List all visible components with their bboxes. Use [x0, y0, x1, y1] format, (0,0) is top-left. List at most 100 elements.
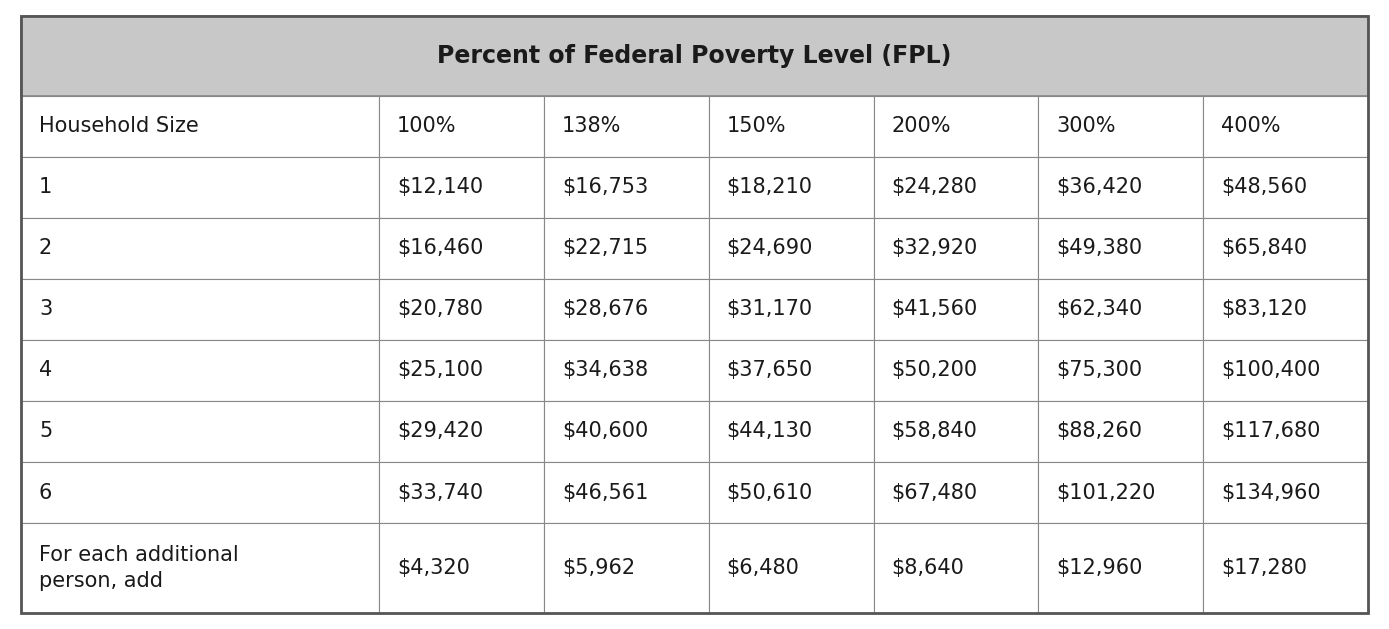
Bar [21, 340, 379, 401]
Text: $12,960: $12,960 [1057, 558, 1143, 578]
Bar [1203, 218, 1368, 279]
Text: $34,638: $34,638 [563, 360, 649, 381]
Bar [379, 279, 544, 340]
Bar [1203, 523, 1368, 613]
Bar [874, 462, 1039, 523]
Bar [1039, 523, 1203, 613]
Text: 400%: 400% [1221, 116, 1281, 136]
Text: $65,840: $65,840 [1221, 238, 1307, 259]
Text: $18,210: $18,210 [726, 177, 813, 197]
Text: 150%: 150% [726, 116, 786, 136]
Bar [21, 157, 379, 218]
Bar [1203, 340, 1368, 401]
Text: $8,640: $8,640 [892, 558, 964, 578]
Bar [379, 523, 544, 613]
Text: $75,300: $75,300 [1057, 360, 1143, 381]
Bar [874, 157, 1039, 218]
Text: $37,650: $37,650 [726, 360, 813, 381]
Text: $134,960: $134,960 [1221, 482, 1321, 503]
Text: For each additional
person, add: For each additional person, add [39, 545, 239, 591]
Bar [874, 96, 1039, 157]
Bar [1039, 157, 1203, 218]
Bar [1203, 157, 1368, 218]
Text: 5: 5 [39, 421, 53, 442]
Text: $20,780: $20,780 [397, 299, 483, 320]
Bar [708, 96, 874, 157]
Bar [544, 218, 708, 279]
Bar [379, 96, 544, 157]
Bar [708, 279, 874, 340]
Text: $101,220: $101,220 [1057, 482, 1156, 503]
Text: 3: 3 [39, 299, 53, 320]
Text: $67,480: $67,480 [892, 482, 978, 503]
Text: $50,610: $50,610 [726, 482, 813, 503]
Bar [708, 462, 874, 523]
Bar [379, 401, 544, 462]
Bar [1039, 218, 1203, 279]
Bar [1203, 279, 1368, 340]
Text: $31,170: $31,170 [726, 299, 813, 320]
Text: $5,962: $5,962 [563, 558, 635, 578]
Bar [544, 157, 708, 218]
Text: 138%: 138% [563, 116, 621, 136]
Text: $62,340: $62,340 [1057, 299, 1143, 320]
Text: $49,380: $49,380 [1057, 238, 1143, 259]
Bar [544, 96, 708, 157]
Bar [708, 218, 874, 279]
Bar [708, 523, 874, 613]
Text: $22,715: $22,715 [563, 238, 649, 259]
Text: $12,140: $12,140 [397, 177, 483, 197]
Text: $24,280: $24,280 [892, 177, 978, 197]
Bar [21, 16, 1368, 96]
Bar [708, 401, 874, 462]
Bar [21, 218, 379, 279]
Bar [21, 279, 379, 340]
Bar [1039, 462, 1203, 523]
Bar [21, 96, 379, 157]
Bar [544, 401, 708, 462]
Text: $4,320: $4,320 [397, 558, 469, 578]
Text: 6: 6 [39, 482, 53, 503]
Text: $24,690: $24,690 [726, 238, 813, 259]
Bar [379, 218, 544, 279]
Bar [874, 279, 1039, 340]
Bar [1203, 401, 1368, 462]
Text: $58,840: $58,840 [892, 421, 978, 442]
Bar [708, 157, 874, 218]
Text: Percent of Federal Poverty Level (FPL): Percent of Federal Poverty Level (FPL) [438, 43, 951, 68]
Text: 1: 1 [39, 177, 53, 197]
Text: $100,400: $100,400 [1221, 360, 1321, 381]
Bar [379, 157, 544, 218]
Text: $16,460: $16,460 [397, 238, 483, 259]
Text: $48,560: $48,560 [1221, 177, 1307, 197]
Text: $16,753: $16,753 [563, 177, 649, 197]
Text: $36,420: $36,420 [1057, 177, 1143, 197]
Bar [874, 401, 1039, 462]
Bar [1203, 96, 1368, 157]
Bar [1039, 96, 1203, 157]
Text: $40,600: $40,600 [563, 421, 649, 442]
Bar [1039, 279, 1203, 340]
Bar [544, 462, 708, 523]
Bar [1039, 340, 1203, 401]
Bar [379, 340, 544, 401]
Bar [544, 279, 708, 340]
Text: 2: 2 [39, 238, 53, 259]
Bar [874, 340, 1039, 401]
Text: 200%: 200% [892, 116, 951, 136]
Text: $32,920: $32,920 [892, 238, 978, 259]
Bar [874, 218, 1039, 279]
Text: $83,120: $83,120 [1221, 299, 1307, 320]
Text: $28,676: $28,676 [563, 299, 649, 320]
Text: $88,260: $88,260 [1057, 421, 1143, 442]
Text: $17,280: $17,280 [1221, 558, 1307, 578]
Text: 4: 4 [39, 360, 53, 381]
Text: 100%: 100% [397, 116, 457, 136]
Bar [544, 340, 708, 401]
Text: 300%: 300% [1057, 116, 1115, 136]
Bar [21, 462, 379, 523]
Text: $29,420: $29,420 [397, 421, 483, 442]
Text: Household Size: Household Size [39, 116, 199, 136]
Text: $41,560: $41,560 [892, 299, 978, 320]
Bar [874, 523, 1039, 613]
